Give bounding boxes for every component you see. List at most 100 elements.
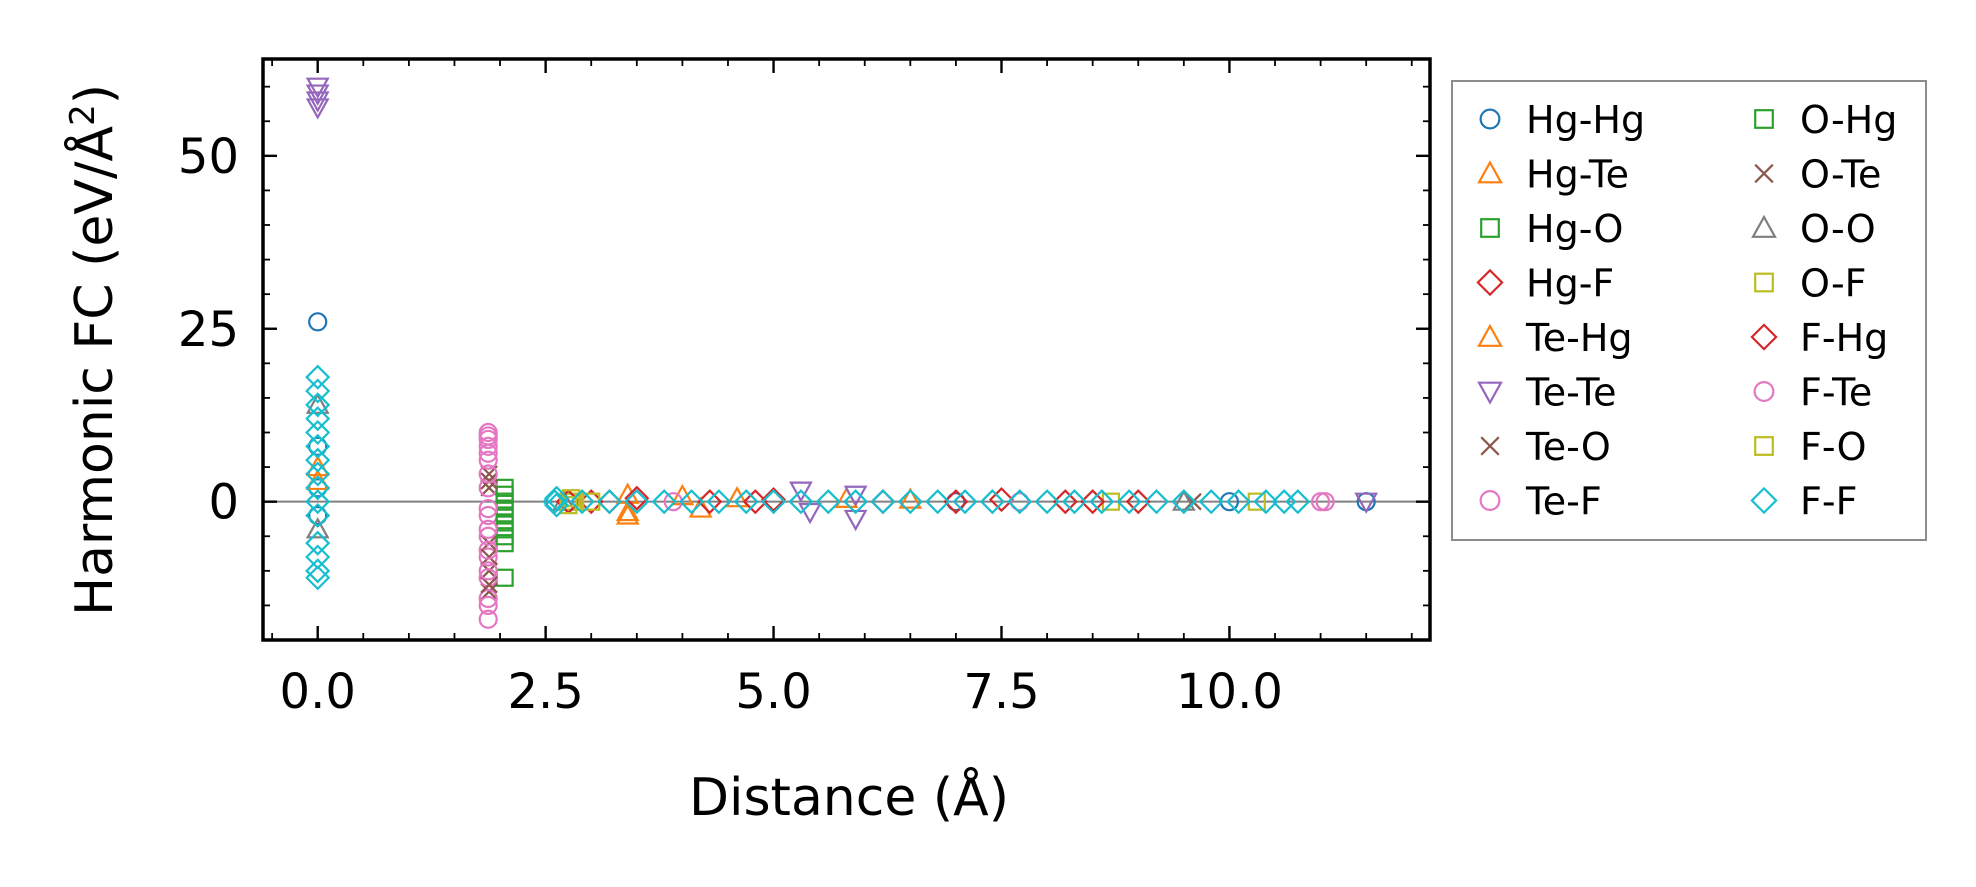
data-point <box>1171 489 1197 515</box>
data-point <box>478 540 498 560</box>
data-point <box>1080 489 1106 515</box>
legend-marker <box>1480 218 1500 238</box>
data-point <box>1285 489 1311 515</box>
legend-label: O-F <box>1800 262 1867 306</box>
data-point <box>624 485 650 511</box>
data-point <box>495 513 514 532</box>
data-point <box>742 489 768 515</box>
data-point <box>697 489 723 515</box>
legend-item: Te-O <box>1480 425 1611 469</box>
data-point <box>544 492 570 518</box>
y-tick-label: 50 <box>178 129 239 185</box>
data-point <box>308 505 328 526</box>
series-o-hg <box>495 485 514 546</box>
x-tick-label: 5.0 <box>735 664 811 720</box>
data-point <box>898 487 923 509</box>
data-point <box>1034 489 1060 515</box>
data-point <box>478 436 498 456</box>
x-tick-label: 2.5 <box>507 664 583 720</box>
data-point <box>1116 489 1142 515</box>
data-point <box>615 503 640 525</box>
legend-marker <box>1479 108 1501 130</box>
data-point <box>925 489 951 515</box>
data-point <box>478 443 498 463</box>
data-point <box>1225 489 1252 515</box>
data-point <box>542 489 568 515</box>
legend-item: F-O <box>1754 425 1867 469</box>
series-f-f <box>305 364 1311 591</box>
data-point <box>1052 489 1078 515</box>
data-point <box>305 475 331 501</box>
series-o-o <box>305 392 1196 539</box>
series-o-te <box>480 472 498 594</box>
data-point <box>478 519 498 539</box>
data-point <box>480 472 498 490</box>
legend-label: F-Hg <box>1800 316 1888 360</box>
data-point <box>733 489 759 515</box>
data-point <box>308 312 328 332</box>
legend-item: F-Hg <box>1750 316 1888 360</box>
legend-box <box>1451 80 1927 541</box>
legend-marker <box>1477 381 1503 405</box>
legend-marker <box>1754 436 1774 456</box>
data-point <box>1310 492 1331 512</box>
legend-item: F-Te <box>1753 371 1872 415</box>
data-point <box>305 77 330 99</box>
data-point <box>305 530 331 556</box>
data-point <box>678 489 705 515</box>
legend-marker <box>1479 490 1501 511</box>
data-point <box>478 609 498 629</box>
data-point <box>305 392 330 414</box>
data-point <box>1315 492 1335 512</box>
data-point <box>843 509 868 532</box>
data-point <box>305 98 330 120</box>
data-point <box>569 489 595 515</box>
legend-label: O-Te <box>1800 153 1881 197</box>
data-point <box>305 502 331 529</box>
y-tick-label: 25 <box>178 302 239 358</box>
y-axis-label-superscript: 2 <box>63 104 103 126</box>
data-point <box>305 489 331 515</box>
x-tick-label: 0.0 <box>280 664 356 720</box>
data-point <box>495 527 514 546</box>
legend-label: F-O <box>1800 425 1867 469</box>
legend-marker <box>1754 163 1774 184</box>
legend-label: F-F <box>1800 480 1857 524</box>
data-points-layer <box>305 77 1379 629</box>
legend-item: Hg-Hg <box>1479 98 1645 142</box>
data-point <box>979 489 1005 515</box>
legend-item: O-Te <box>1754 153 1881 197</box>
data-point <box>305 364 331 390</box>
data-point <box>1007 489 1033 515</box>
legend-item: Hg-F <box>1476 262 1614 306</box>
data-point <box>305 84 330 106</box>
data-point <box>952 489 978 515</box>
legend-label: Hg-F <box>1526 262 1614 306</box>
data-point <box>478 561 498 581</box>
legend-item: Te-Te <box>1477 371 1617 415</box>
legend-label: Hg-Te <box>1526 153 1629 197</box>
legend-item: O-O <box>1751 207 1876 251</box>
legend-item: Te-F <box>1479 480 1602 524</box>
plot-frame <box>261 57 1432 642</box>
data-point <box>624 489 650 515</box>
legend-label: Te-O <box>1525 425 1611 469</box>
data-point <box>478 547 498 567</box>
data-point <box>478 464 498 484</box>
data-point <box>305 419 331 446</box>
legend-label: Hg-Hg <box>1526 98 1645 142</box>
data-point <box>943 489 969 515</box>
data-point <box>305 91 330 113</box>
legend-item: Te-Hg <box>1477 316 1633 360</box>
y-tick-label: 0 <box>208 475 239 531</box>
legend-label: Te-F <box>1525 480 1602 524</box>
data-point <box>725 485 749 508</box>
y-axis-label-main: Harmonic FC (eV/Å <box>63 125 125 616</box>
legend-marker <box>1477 160 1503 184</box>
data-point <box>305 392 331 418</box>
data-point <box>1143 489 1170 515</box>
data-point <box>478 450 498 470</box>
legend-item: F-F <box>1750 480 1857 524</box>
legend: Hg-Hg Hg-Te Hg-O Hg-F Te-Hg Te-Te Te-O Te-F O-Hg… <box>1451 80 1927 541</box>
